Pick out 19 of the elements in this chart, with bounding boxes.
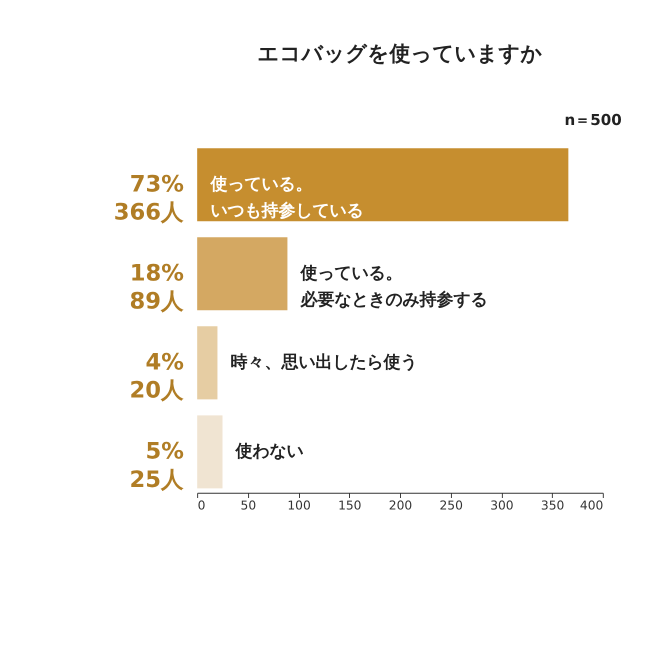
y-tick-label: 使っている。必要なときのみ持参する (300, 263, 488, 310)
y-tick-label: 使っている。いつも持参している (209, 174, 364, 221)
x-tick-label: 150 (338, 498, 362, 512)
chart-title: エコバッグを使っていますか (258, 42, 542, 66)
data-label: 73% 366人 (114, 171, 185, 226)
x-tick-label: 50 (240, 498, 256, 512)
data-label: 4% 20人 (129, 349, 185, 404)
x-tick-label: 100 (287, 498, 311, 512)
x-tick-label: 200 (388, 498, 412, 512)
x-tick-label: 0 (198, 498, 206, 512)
y-tick-label: 使わない (234, 442, 304, 462)
x-tick-label: 350 (540, 498, 564, 512)
data-label: 5% 25人 (129, 438, 185, 493)
data-label: 18% 89人 (129, 260, 185, 315)
y-tick-label: 時々、思い出したら使う (230, 352, 418, 373)
x-tick-label: 400 (580, 498, 604, 512)
text: n＝500 (564, 110, 622, 129)
x-tick-label: 300 (490, 498, 514, 512)
x-tick-label: 250 (439, 498, 463, 512)
